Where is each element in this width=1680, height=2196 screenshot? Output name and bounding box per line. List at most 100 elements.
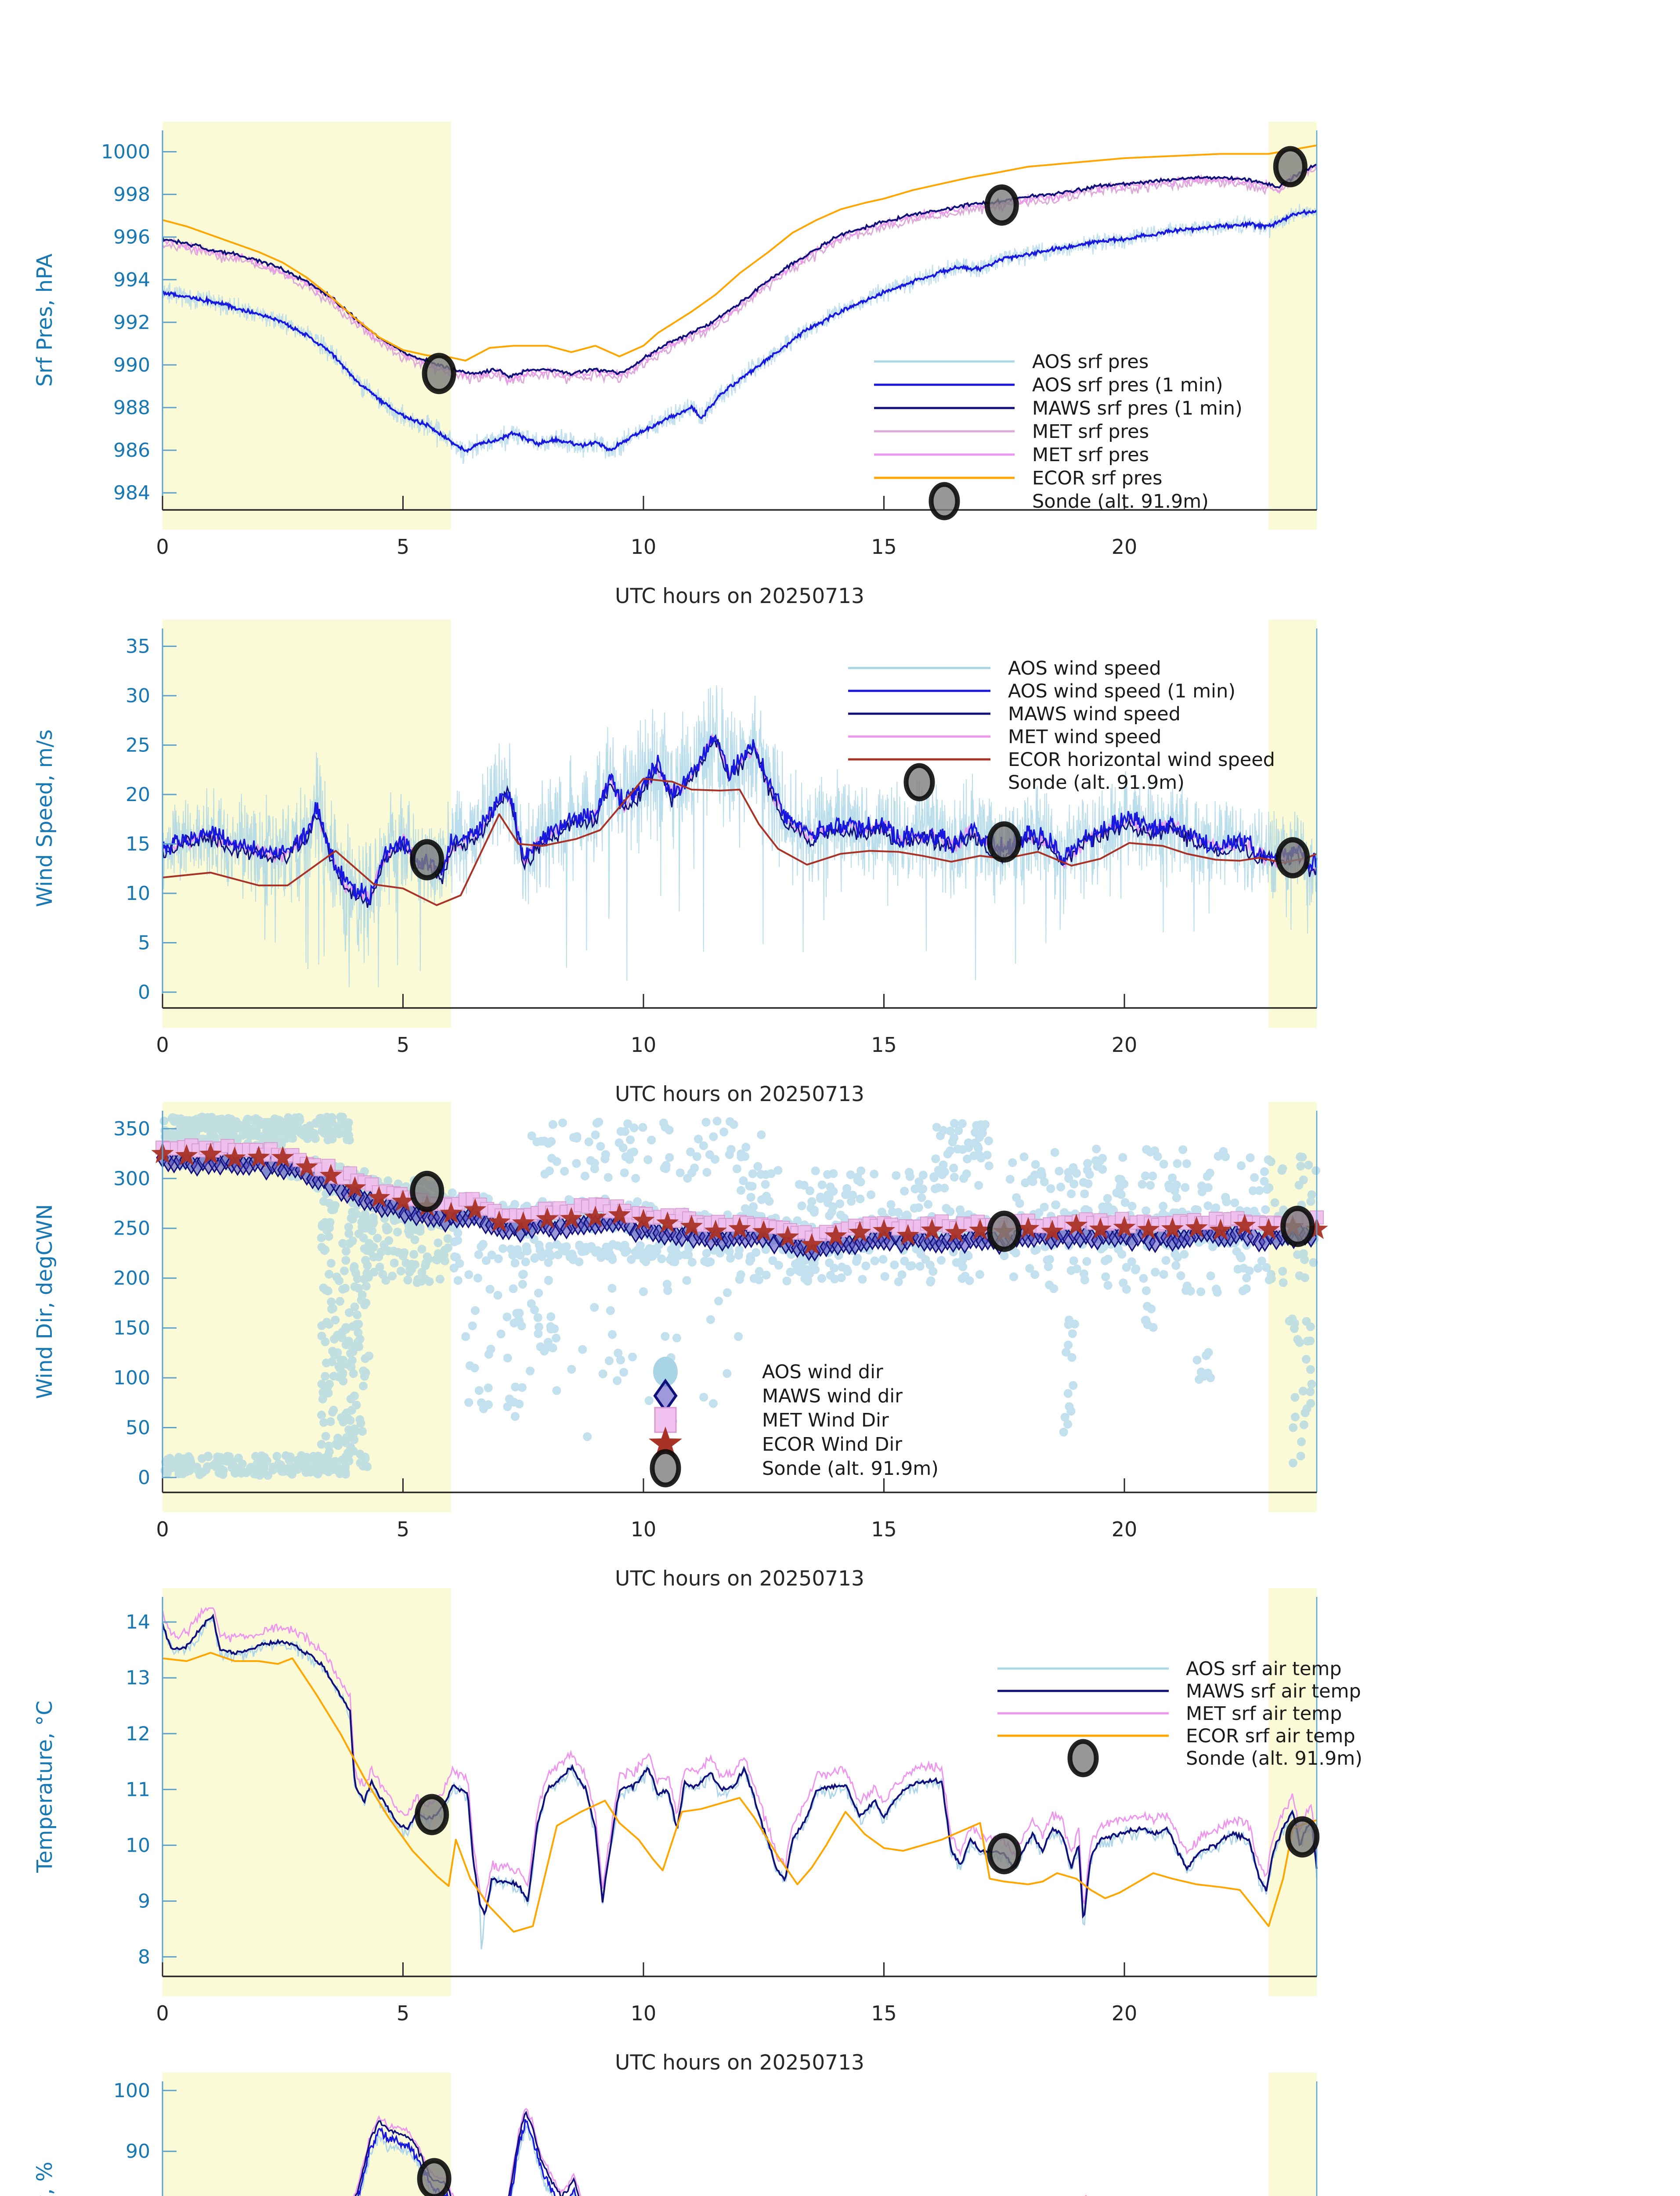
x-tick-label: 10: [631, 1033, 657, 1057]
y-tick-label: 10: [126, 1834, 150, 1856]
legend-label: MET wind speed: [1008, 726, 1161, 748]
series-srf-pres-5: [162, 144, 1317, 362]
y-tick-label: 50: [126, 1417, 150, 1439]
sonde-marker: [984, 184, 1019, 226]
sonde-marker: [987, 821, 1022, 863]
x-tick-label: 15: [871, 1517, 897, 1541]
chart-srf-pres: 984 986 988 990 992 994 996 998 1000 0 5 10 15 20 Srf …: [33, 122, 1318, 608]
sonde-marker: [417, 2158, 452, 2196]
y-tick-label: 984: [113, 482, 150, 504]
legend-label: ECOR horizontal wind speed: [1008, 749, 1275, 771]
series-temperature-2: [162, 1613, 1318, 1919]
legend-label: Sonde (alt. 91.9m): [1186, 1748, 1362, 1770]
y-axis-label: Temperature, °C: [33, 1701, 57, 1873]
x-tick-label: 10: [631, 2001, 657, 2025]
y-tick-label: 998: [113, 184, 150, 206]
chart-temperature: 8 9 10 11 12 13 14 0 5 10 15 20 Temperature, °C UTC h…: [33, 1588, 1362, 2075]
series-relative-humidity-1: [353, 2108, 1087, 2196]
x-tick-label: 20: [1112, 1033, 1138, 1057]
y-tick-label: 90: [126, 2140, 150, 2163]
legend-label: AOS srf pres: [1032, 351, 1149, 373]
sonde-marker: [410, 839, 444, 881]
legend-label: Sonde (alt. 91.9m): [1032, 491, 1209, 513]
x-tick-label: 20: [1112, 2001, 1138, 2025]
y-tick-label: 992: [113, 311, 150, 334]
y-tick-label: 250: [113, 1217, 150, 1240]
night-shading-band: [163, 1588, 451, 1996]
series-temperature-1: [162, 1607, 1318, 1904]
x-tick-label: 15: [871, 535, 897, 559]
night-shading-band: [1268, 1102, 1317, 1512]
x-tick-label: 0: [156, 535, 169, 559]
y-tick-label: 35: [126, 636, 150, 658]
sonde-marker: [422, 353, 456, 394]
y-axis-label: Relative Humidity, %: [33, 2162, 57, 2196]
y-tick-label: 13: [126, 1667, 150, 1689]
y-tick-label: 100: [113, 1367, 150, 1389]
legend-label: ECOR srf pres: [1032, 467, 1162, 489]
y-tick-label: 350: [113, 1118, 150, 1140]
y-tick-label: 300: [113, 1167, 150, 1190]
series-srf-pres-3: [162, 208, 1317, 453]
legend-label: ECOR srf air temp: [1186, 1725, 1355, 1747]
series-temperature-3: [162, 1652, 1317, 1933]
night-shading-band: [163, 122, 451, 530]
x-tick-label: 5: [397, 2001, 409, 2025]
legend-label: AOS srf air temp: [1186, 1658, 1342, 1680]
y-axis-label: Wind Dir, degCWN: [33, 1204, 57, 1399]
legend-label: AOS wind speed (1 min): [1008, 680, 1236, 702]
sonde-marker: [987, 1210, 1022, 1252]
y-tick-label: 5: [138, 932, 150, 954]
legend-label: MAWS srf air temp: [1186, 1680, 1361, 1702]
legend-label: MAWS wind speed: [1008, 703, 1181, 725]
y-tick-label: 10: [126, 882, 150, 905]
y-tick-label: 12: [126, 1723, 150, 1745]
legend-label: MET srf pres: [1032, 421, 1149, 443]
night-shading-band: [163, 2073, 451, 2196]
legend-label: Sonde (alt. 91.9m): [1008, 772, 1185, 794]
x-tick-label: 5: [397, 1517, 409, 1541]
x-axis-label: UTC hours on 20250713: [615, 584, 864, 608]
y-tick-label: 9: [138, 1890, 150, 1912]
x-tick-label: 0: [156, 1517, 169, 1541]
y-tick-label: 1000: [101, 141, 150, 163]
legend-label: AOS wind speed: [1008, 657, 1161, 679]
y-tick-label: 100: [113, 2080, 150, 2102]
x-tick-label: 15: [871, 2001, 897, 2025]
sonde-marker: [987, 1833, 1022, 1875]
y-tick-label: 0: [138, 981, 150, 1004]
sonde-marker: [1275, 837, 1310, 878]
night-shading-band: [1268, 2073, 1317, 2196]
y-tick-label: 988: [113, 397, 150, 419]
sonde-marker: [1273, 146, 1308, 188]
legend-label: AOS wind dir: [762, 1361, 883, 1383]
x-tick-label: 10: [631, 1517, 657, 1541]
legend-label: ECOR Wind Dir: [762, 1434, 902, 1456]
x-tick-label: 15: [871, 1033, 897, 1057]
y-tick-label: 990: [113, 354, 150, 376]
legend-label: Sonde (alt. 91.9m): [762, 1458, 939, 1480]
x-tick-label: 0: [156, 2001, 169, 2025]
y-axis-label: Wind Speed, m/s: [33, 730, 57, 907]
y-tick-label: 11: [126, 1778, 150, 1801]
legend-label: MET srf air temp: [1186, 1703, 1342, 1725]
sonde-marker: [1285, 1816, 1320, 1858]
y-tick-label: 150: [113, 1317, 150, 1340]
chart-wind-dir: 0 50 100 150 200 250 300 350 0 5 10 15 20 Wind Dir, d…: [33, 1102, 1328, 1591]
y-tick-label: 996: [113, 226, 150, 249]
series-wind-speed-3: [162, 734, 1318, 906]
x-axis-label: UTC hours on 20250713: [615, 2051, 864, 2075]
x-axis-label: UTC hours on 20250713: [615, 1082, 864, 1106]
y-tick-label: 0: [138, 1466, 150, 1489]
legend-label: MAWS wind dir: [762, 1385, 903, 1407]
x-tick-label: 10: [631, 535, 657, 559]
x-axis-label: UTC hours on 20250713: [615, 1567, 864, 1591]
y-tick-label: 994: [113, 269, 150, 291]
x-tick-label: 20: [1112, 535, 1138, 559]
y-tick-label: 14: [126, 1611, 150, 1633]
x-tick-label: 20: [1112, 1517, 1138, 1541]
